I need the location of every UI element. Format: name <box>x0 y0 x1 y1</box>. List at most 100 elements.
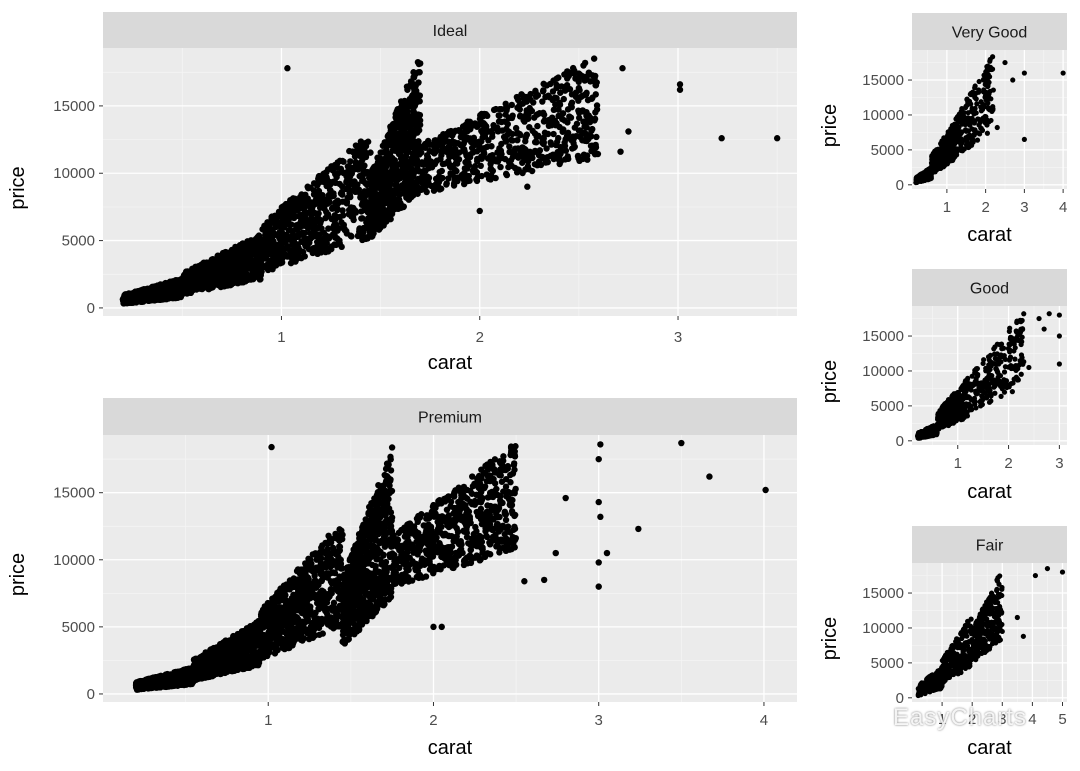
data-point <box>324 166 332 173</box>
data-point <box>300 218 308 226</box>
data-point <box>223 256 230 263</box>
data-point <box>539 88 547 95</box>
data-point <box>532 88 539 95</box>
data-point <box>519 169 526 177</box>
data-point <box>449 171 456 178</box>
data-point <box>357 138 365 145</box>
data-point <box>589 72 596 79</box>
data-point <box>338 243 345 251</box>
data-point <box>575 70 583 77</box>
data-point <box>368 223 376 231</box>
data-point <box>555 74 562 81</box>
data-point <box>364 138 372 145</box>
data-point <box>293 222 300 229</box>
data-point <box>319 246 327 253</box>
data-point <box>625 128 632 135</box>
data-point <box>544 130 552 138</box>
data-point <box>490 125 498 132</box>
data-point <box>590 55 598 62</box>
data-point <box>555 153 563 161</box>
data-point <box>498 118 505 126</box>
data-point <box>573 120 581 127</box>
data-point <box>379 161 386 168</box>
data-point <box>169 287 176 295</box>
data-point <box>383 147 390 154</box>
data-point <box>247 239 254 246</box>
data-point <box>202 654 210 661</box>
data-point <box>247 257 254 264</box>
data-point <box>579 107 586 114</box>
data-point <box>435 179 442 186</box>
data-point <box>295 244 302 251</box>
data-point <box>356 228 363 235</box>
data-point <box>473 176 480 183</box>
data-point <box>534 110 541 118</box>
data-point <box>492 105 500 113</box>
data-point <box>408 113 415 120</box>
data-point <box>230 655 237 662</box>
data-point <box>503 125 510 133</box>
data-point <box>207 272 215 280</box>
data-point <box>180 668 187 675</box>
data-point <box>278 259 286 266</box>
data-point <box>373 181 380 189</box>
data-point <box>466 153 474 161</box>
data-point <box>298 191 305 198</box>
data-point <box>540 118 548 125</box>
data-point <box>477 162 484 170</box>
data-point <box>330 222 338 229</box>
data-point <box>339 157 346 165</box>
data-point <box>157 294 164 301</box>
data-point <box>453 160 461 167</box>
data-point <box>572 132 580 140</box>
data-point <box>383 216 391 224</box>
y-tick-label: 0 <box>87 300 95 317</box>
data-point <box>399 173 407 181</box>
data-point <box>170 677 178 684</box>
data-point <box>414 91 422 99</box>
data-point <box>531 130 539 137</box>
data-point <box>346 173 354 180</box>
data-point <box>534 122 541 130</box>
data-point <box>284 243 292 250</box>
data-point <box>314 243 321 250</box>
data-point <box>547 80 554 88</box>
data-point <box>562 147 570 154</box>
data-point <box>395 201 402 208</box>
data-point <box>465 172 472 180</box>
data-point <box>585 112 592 119</box>
data-point <box>179 289 186 297</box>
data-point <box>170 294 177 301</box>
data-point <box>338 183 346 190</box>
data-point <box>718 135 725 142</box>
data-point <box>233 254 241 262</box>
data-point <box>581 123 588 130</box>
data-point <box>390 131 397 139</box>
data-point <box>189 274 196 281</box>
data-point <box>536 147 544 154</box>
data-point <box>556 123 563 131</box>
data-point <box>384 207 391 215</box>
data-point <box>405 131 413 138</box>
data-point <box>207 669 214 676</box>
data-point <box>579 130 586 137</box>
data-point <box>478 154 485 162</box>
data-point <box>259 240 267 248</box>
data-point <box>241 266 248 274</box>
data-point <box>362 198 369 206</box>
data-point <box>231 277 239 285</box>
data-point <box>352 142 360 149</box>
data-point <box>310 180 318 187</box>
data-point <box>226 250 233 258</box>
data-point <box>238 651 245 658</box>
data-point <box>587 142 595 150</box>
data-point <box>516 130 523 138</box>
x-axis-title: carat <box>428 352 473 374</box>
data-point <box>539 98 546 105</box>
data-point <box>539 109 547 116</box>
data-point <box>564 68 571 75</box>
facet-strip-label: Ideal <box>433 23 468 40</box>
data-point <box>483 171 490 178</box>
